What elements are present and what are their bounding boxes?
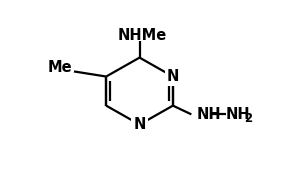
Text: N: N [167, 69, 179, 84]
Text: NH: NH [226, 107, 250, 122]
Text: NHMe: NHMe [117, 28, 167, 43]
Text: 2: 2 [244, 112, 252, 125]
Text: NH: NH [197, 107, 222, 122]
Text: N: N [133, 117, 146, 132]
Text: Me: Me [48, 60, 72, 75]
